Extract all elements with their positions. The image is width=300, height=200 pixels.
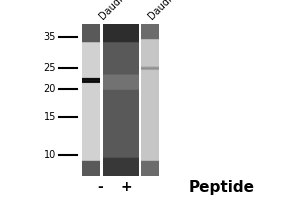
- Text: +: +: [121, 180, 132, 194]
- Text: Peptide: Peptide: [188, 180, 254, 195]
- Text: 15: 15: [44, 112, 56, 122]
- Text: 20: 20: [44, 84, 56, 94]
- Text: Daudi: Daudi: [98, 0, 125, 22]
- Text: Daudi: Daudi: [146, 0, 173, 22]
- Text: 35: 35: [44, 32, 56, 42]
- Text: 25: 25: [44, 63, 56, 73]
- Text: 10: 10: [44, 150, 56, 160]
- Text: -: -: [97, 180, 103, 194]
